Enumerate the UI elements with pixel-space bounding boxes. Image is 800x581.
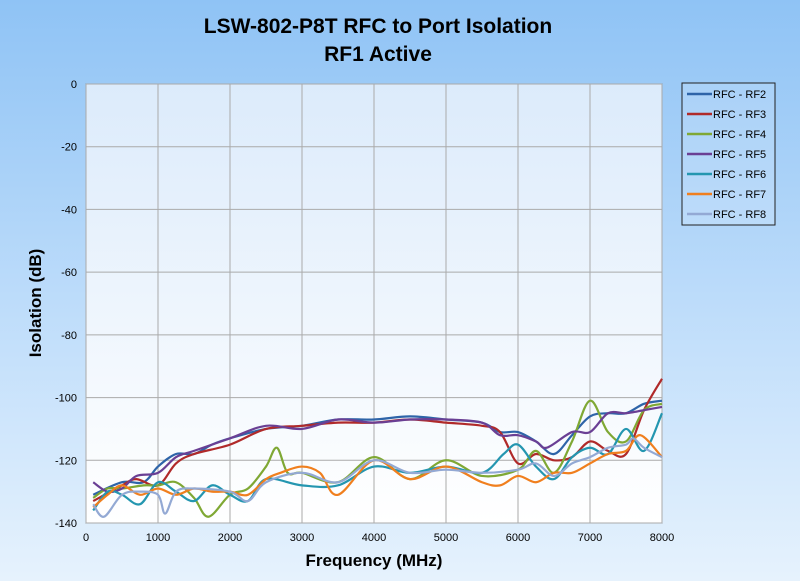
series-line-rfc-rf2 — [92, 399, 663, 496]
legend-entry: RFC - RF5 — [713, 149, 766, 161]
x-tick-label: 4000 — [362, 532, 386, 544]
x-tick-label: 8000 — [650, 532, 674, 544]
legend-entry: RFC - RF6 — [713, 169, 766, 181]
x-tick-label: 2000 — [218, 532, 242, 544]
series-line-rfc-rf8 — [92, 437, 663, 518]
y-tick-label: -40 — [61, 204, 77, 216]
x-axis-label: Frequency (MHz) — [306, 551, 443, 570]
y-axis-label: Isolation (dB) — [26, 249, 45, 358]
series-line-rfc-rf4 — [92, 399, 663, 518]
y-tick-label: 0 — [71, 79, 77, 91]
y-tick-label: -140 — [55, 518, 77, 530]
y-tick-label: -20 — [61, 142, 77, 154]
chart-title: LSW-802-P8T RFC to Port Isolation — [204, 15, 552, 38]
y-tick-label: -80 — [61, 330, 77, 342]
legend-entry: RFC - RF7 — [713, 189, 766, 201]
legend-entry: RFC - RF2 — [713, 89, 766, 101]
x-tick-label: 3000 — [290, 532, 314, 544]
x-tick-label: 0 — [83, 532, 89, 544]
y-tick-label: -120 — [55, 455, 77, 467]
y-tick-label: -60 — [61, 267, 77, 279]
x-tick-label: 1000 — [146, 532, 170, 544]
series-line-rfc-rf6 — [92, 412, 664, 512]
chart-subtitle: RF1 Active — [324, 43, 432, 66]
y-tick-label: -100 — [55, 393, 77, 405]
x-tick-label: 5000 — [434, 532, 458, 544]
legend-entry: RFC - RF4 — [713, 129, 766, 141]
series-line-rfc-rf7 — [92, 434, 663, 509]
legend-entry: RFC - RF8 — [713, 209, 766, 221]
series-line-rfc-rf5 — [92, 405, 663, 494]
x-tick-label: 6000 — [506, 532, 530, 544]
legend: RFC - RF2 RFC - RF3 RFC - RF4 RFC - RF5 RFC … — [681, 82, 776, 226]
legend-entry: RFC - RF3 — [713, 109, 766, 121]
series-line-rfc-rf3 — [92, 378, 663, 503]
x-tick-label: 7000 — [578, 532, 602, 544]
